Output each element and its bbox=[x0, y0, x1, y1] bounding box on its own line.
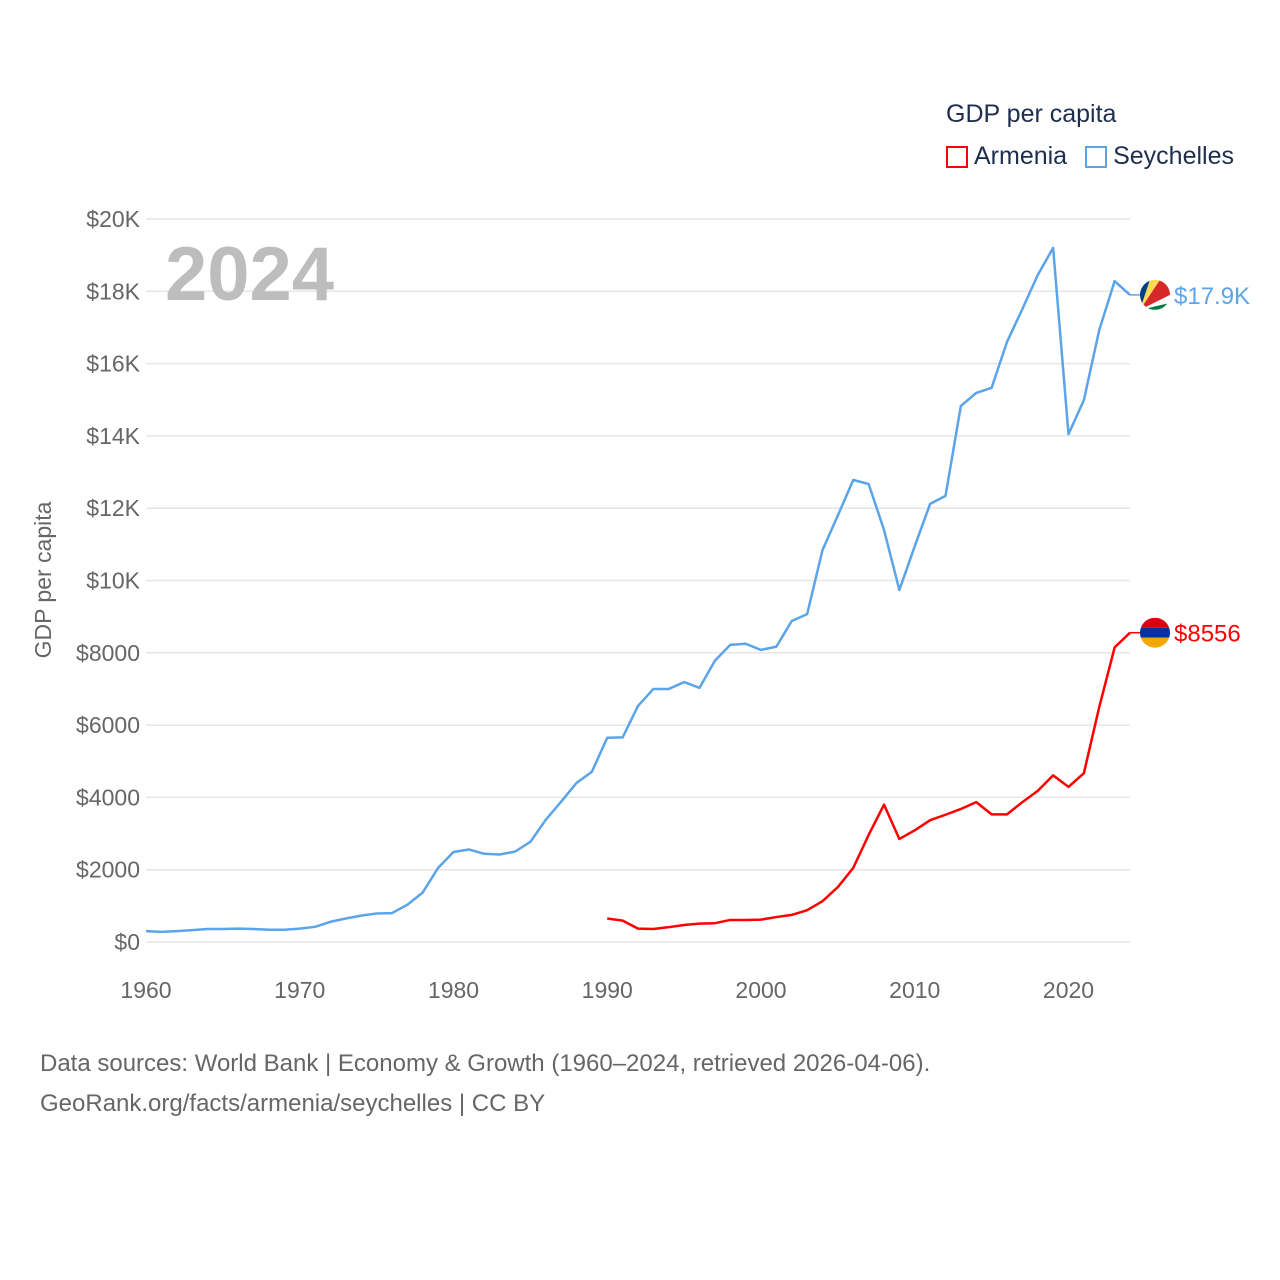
end-value-label: $17.9K bbox=[1174, 283, 1250, 310]
legend: Armenia Seychelles bbox=[946, 142, 1234, 171]
y-tick-label: $16K bbox=[86, 351, 140, 377]
y-tick-label: $14K bbox=[86, 423, 140, 449]
y-tick-label: $0 bbox=[114, 929, 140, 955]
legend-item-seychelles[interactable]: Seychelles bbox=[1085, 142, 1234, 171]
y-tick-label: $4000 bbox=[76, 784, 140, 810]
legend-title: GDP per capita bbox=[946, 100, 1117, 128]
y-tick-label: $6000 bbox=[76, 712, 140, 738]
x-tick-label: 1990 bbox=[582, 977, 633, 1003]
data-source-note: Data sources: World Bank | Economy & Gro… bbox=[40, 1050, 931, 1077]
y-axis-label: GDP per capita bbox=[30, 501, 56, 658]
x-tick-label: 2020 bbox=[1043, 977, 1094, 1003]
legend-label: Armenia bbox=[974, 142, 1068, 170]
legend-label: Seychelles bbox=[1113, 142, 1234, 170]
y-tick-label: $20K bbox=[86, 206, 140, 232]
end-value-label: $8556 bbox=[1174, 621, 1241, 648]
year-label: 2024 bbox=[165, 232, 334, 317]
y-tick-label: $18K bbox=[86, 278, 140, 304]
y-tick-label: $12K bbox=[86, 495, 140, 521]
legend-swatch-armenia bbox=[946, 145, 968, 168]
legend-item-armenia[interactable]: Armenia bbox=[946, 142, 1067, 171]
x-tick-label: 2000 bbox=[735, 977, 786, 1003]
y-tick-label: $8000 bbox=[76, 640, 140, 666]
x-tick-label: 2010 bbox=[889, 977, 940, 1003]
source-link[interactable]: GeoRank.org/facts/armenia/seychelles | C… bbox=[40, 1090, 546, 1117]
flag-armenia-icon bbox=[1140, 617, 1170, 648]
x-tick-label: 1970 bbox=[274, 977, 325, 1003]
series-line-armenia[interactable] bbox=[607, 631, 1131, 931]
y-tick-label: $10K bbox=[86, 568, 140, 594]
footer: Data sources: World Bank | Economy & Gro… bbox=[40, 1044, 930, 1124]
flag-seychelles-icon bbox=[1140, 279, 1170, 310]
x-tick-label: 1960 bbox=[120, 977, 171, 1003]
legend-swatch-seychelles bbox=[1085, 145, 1108, 168]
y-tick-label: $2000 bbox=[76, 857, 140, 883]
series-line-seychelles[interactable] bbox=[145, 246, 1131, 934]
x-tick-label: 1980 bbox=[428, 977, 479, 1003]
